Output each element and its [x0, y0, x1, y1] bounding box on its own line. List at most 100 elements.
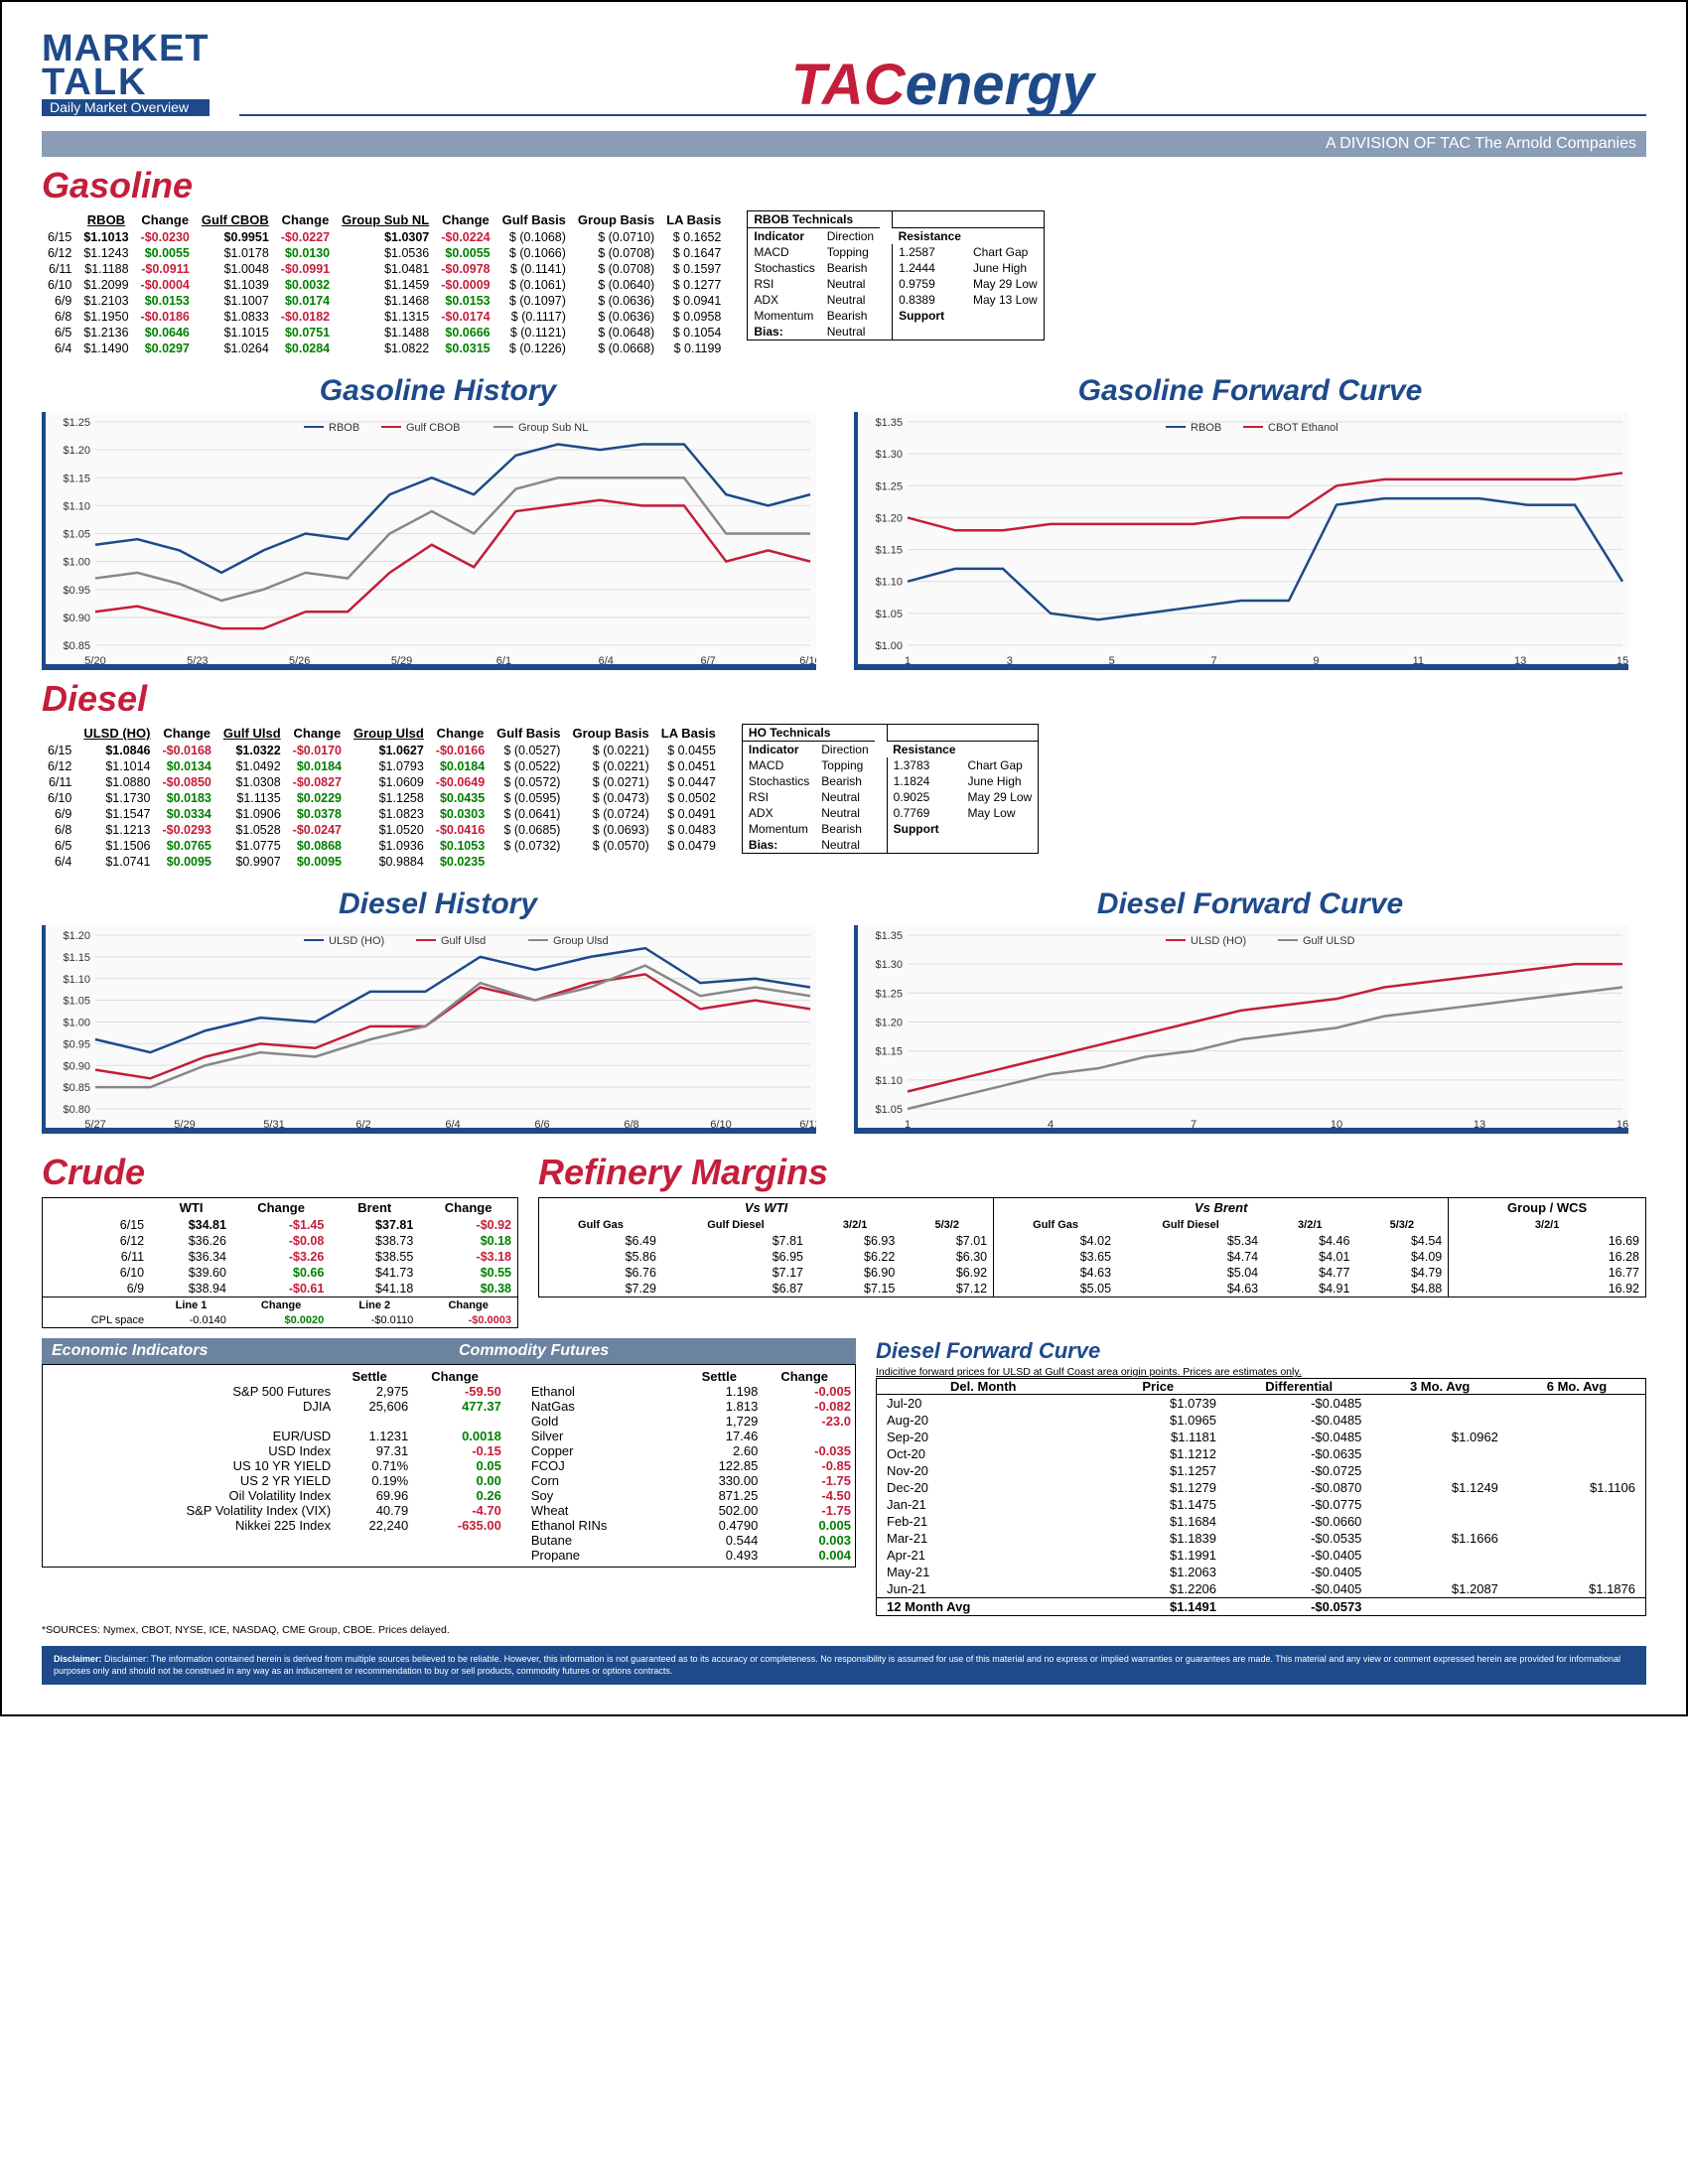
svg-text:6/12: 6/12	[799, 1119, 816, 1131]
svg-text:6/4: 6/4	[599, 655, 614, 667]
svg-text:6/7: 6/7	[700, 655, 715, 667]
svg-text:6/6: 6/6	[534, 1119, 549, 1131]
diesel-fc-title: Diesel Forward Curve	[876, 1338, 1646, 1364]
svg-text:$1.05: $1.05	[63, 528, 90, 540]
svg-text:$1.15: $1.15	[875, 545, 903, 557]
econ-header: Economic Indicators	[42, 1338, 449, 1364]
diesel-fc-note: Indicitive forward prices for ULSD at Gu…	[876, 1366, 1646, 1378]
svg-text:$1.10: $1.10	[63, 500, 90, 512]
svg-text:$1.20: $1.20	[63, 930, 90, 942]
talk-text: TALK	[42, 66, 210, 99]
svg-text:Gulf Ulsd: Gulf Ulsd	[441, 935, 486, 947]
svg-text:ULSD (HO): ULSD (HO)	[1191, 935, 1246, 947]
svg-text:$1.05: $1.05	[875, 1104, 903, 1116]
svg-text:6/10: 6/10	[799, 655, 816, 667]
svg-text:5: 5	[1109, 655, 1115, 667]
gas-history-chart: $0.85$0.90$0.95$1.00$1.05$1.10$1.15$1.20…	[42, 412, 834, 670]
svg-text:Group Sub NL: Group Sub NL	[518, 422, 588, 434]
diesel-forward-chart: $1.05$1.10$1.15$1.20$1.25$1.30$1.3514710…	[854, 925, 1646, 1134]
margins-table: Vs WTIVs BrentGroup / WCSGulf GasGulf Di…	[538, 1197, 1646, 1297]
svg-text:10: 10	[1331, 1119, 1342, 1131]
division-bar: A DIVISION OF TAC The Arnold Companies	[42, 131, 1646, 157]
svg-text:5/20: 5/20	[84, 655, 105, 667]
commod-header: Commodity Futures	[449, 1338, 856, 1364]
svg-text:9: 9	[1313, 655, 1319, 667]
svg-text:4: 4	[1048, 1119, 1054, 1131]
disclaimer: Disclaimer: Disclaimer: The information …	[42, 1646, 1646, 1685]
diesel-history-title: Diesel History	[42, 887, 834, 921]
svg-text:RBOB: RBOB	[1191, 422, 1221, 434]
diesel-title: Diesel	[42, 678, 1646, 720]
svg-text:CBOT Ethanol: CBOT Ethanol	[1268, 422, 1338, 434]
svg-text:13: 13	[1474, 1119, 1485, 1131]
diesel-fc-table: Del. MonthPriceDifferential3 Mo. Avg6 Mo…	[876, 1378, 1646, 1616]
svg-text:$0.90: $0.90	[63, 1060, 90, 1072]
svg-text:6/10: 6/10	[710, 1119, 731, 1131]
svg-text:6/4: 6/4	[445, 1119, 460, 1131]
gas-forward-title: Gasoline Forward Curve	[854, 374, 1646, 408]
svg-text:$1.15: $1.15	[63, 952, 90, 964]
diesel-forward-title: Diesel Forward Curve	[854, 887, 1646, 921]
svg-text:$1.30: $1.30	[875, 449, 903, 461]
svg-text:7: 7	[1211, 655, 1217, 667]
crude-title: Crude	[42, 1152, 518, 1193]
header: MARKET TALK Daily Market Overview TACene…	[42, 32, 1646, 116]
diesel-history-chart: $0.80$0.85$0.90$0.95$1.00$1.05$1.10$1.15…	[42, 925, 834, 1134]
svg-text:5/23: 5/23	[187, 655, 208, 667]
svg-text:5/29: 5/29	[391, 655, 412, 667]
tac-logo: TACenergy	[239, 52, 1646, 116]
svg-text:$1.00: $1.00	[63, 557, 90, 569]
svg-text:6/8: 6/8	[624, 1119, 638, 1131]
svg-text:$1.05: $1.05	[63, 996, 90, 1008]
gas-history-title: Gasoline History	[42, 374, 834, 408]
svg-text:$1.10: $1.10	[875, 577, 903, 589]
svg-text:$0.95: $0.95	[63, 585, 90, 597]
svg-text:Group Ulsd: Group Ulsd	[553, 935, 609, 947]
svg-text:5/26: 5/26	[289, 655, 310, 667]
gasoline-table: RBOBChangeGulf CBOBChangeGroup Sub NLCha…	[42, 210, 727, 356]
svg-text:Gulf ULSD: Gulf ULSD	[1303, 935, 1355, 947]
svg-text:$1.00: $1.00	[63, 1017, 90, 1028]
svg-text:$1.30: $1.30	[875, 959, 903, 971]
svg-text:$1.00: $1.00	[875, 640, 903, 652]
svg-text:15: 15	[1617, 655, 1628, 667]
svg-text:$1.25: $1.25	[875, 988, 903, 1000]
svg-text:6/2: 6/2	[355, 1119, 370, 1131]
svg-text:$1.20: $1.20	[875, 512, 903, 524]
diesel-table: ULSD (HO)ChangeGulf UlsdChangeGroup Ulsd…	[42, 724, 722, 870]
svg-text:11: 11	[1413, 655, 1424, 667]
market-text: MARKET	[42, 32, 210, 66]
svg-text:$1.10: $1.10	[63, 974, 90, 986]
rbob-technicals: RBOB TechnicalsIndicatorDirectionResista…	[747, 210, 1044, 341]
svg-text:ULSD (HO): ULSD (HO)	[329, 935, 384, 947]
svg-text:$0.85: $0.85	[63, 1082, 90, 1094]
svg-text:$1.25: $1.25	[875, 480, 903, 492]
market-talk-logo: MARKET TALK Daily Market Overview	[42, 32, 210, 116]
svg-text:1: 1	[905, 655, 911, 667]
svg-text:$1.25: $1.25	[63, 417, 90, 429]
svg-text:1: 1	[905, 1119, 911, 1131]
svg-text:$1.15: $1.15	[875, 1046, 903, 1058]
econ-commod-table: SettleChangeSettleChangeS&P 500 Futures2…	[42, 1364, 856, 1568]
svg-text:5/27: 5/27	[84, 1119, 105, 1131]
svg-text:5/31: 5/31	[263, 1119, 284, 1131]
logo-energy: energy	[906, 53, 1094, 117]
svg-text:$1.10: $1.10	[875, 1075, 903, 1087]
svg-text:13: 13	[1514, 655, 1526, 667]
svg-text:$0.80: $0.80	[63, 1104, 90, 1116]
gasoline-title: Gasoline	[42, 165, 1646, 206]
subtitle: Daily Market Overview	[42, 99, 210, 116]
svg-text:$0.85: $0.85	[63, 640, 90, 652]
ho-technicals: HO TechnicalsIndicatorDirectionResistanc…	[742, 724, 1039, 854]
gas-forward-chart: $1.00$1.05$1.10$1.15$1.20$1.25$1.30$1.35…	[854, 412, 1646, 670]
svg-text:$1.05: $1.05	[875, 609, 903, 620]
svg-text:3: 3	[1007, 655, 1013, 667]
svg-text:$1.35: $1.35	[875, 930, 903, 942]
svg-text:RBOB: RBOB	[329, 422, 359, 434]
crude-table: WTIChangeBrentChange6/15$34.81-$1.45$37.…	[42, 1197, 518, 1328]
svg-text:16: 16	[1617, 1119, 1628, 1131]
svg-text:5/29: 5/29	[174, 1119, 195, 1131]
svg-text:$1.15: $1.15	[63, 473, 90, 484]
disclaimer-text: Disclaimer: The information contained he…	[54, 1654, 1620, 1676]
svg-text:6/1: 6/1	[496, 655, 511, 667]
